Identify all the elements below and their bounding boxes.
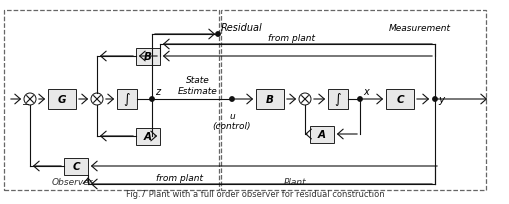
Bar (309, 126, 333, 143)
Circle shape (24, 94, 36, 105)
Text: A: A (318, 129, 325, 139)
Circle shape (91, 94, 103, 105)
Text: from plant: from plant (267, 34, 315, 43)
Text: B: B (144, 52, 152, 62)
Text: from plant: from plant (156, 173, 203, 182)
Text: C: C (395, 94, 403, 104)
Circle shape (298, 94, 310, 105)
Circle shape (230, 97, 234, 102)
Text: ∫: ∫ (124, 93, 130, 106)
Text: −: − (22, 100, 30, 110)
Text: C: C (72, 161, 79, 171)
Text: x: x (362, 86, 368, 96)
Bar (327, 90, 347, 110)
Text: Measurement: Measurement (388, 24, 450, 33)
Bar (48, 90, 76, 110)
Text: u
(control): u (control) (212, 111, 251, 131)
Bar (256, 90, 284, 110)
Text: Observer: Observer (51, 177, 93, 186)
Bar (117, 90, 137, 110)
Text: ∫: ∫ (334, 93, 341, 106)
Text: y: y (437, 94, 443, 104)
Text: Residual: Residual (220, 23, 262, 33)
Circle shape (357, 97, 361, 102)
Bar (220, 11, 485, 190)
Text: z: z (155, 86, 160, 96)
Circle shape (150, 97, 154, 102)
Text: A: A (144, 131, 152, 141)
Text: Fig.7 Plant with a full order observer for residual construction: Fig.7 Plant with a full order observer f… (125, 189, 384, 198)
Circle shape (215, 33, 220, 37)
Text: B: B (266, 94, 273, 104)
Bar (4, 11, 218, 190)
Text: G: G (58, 94, 66, 104)
Bar (136, 48, 160, 65)
Bar (136, 128, 160, 145)
Bar (385, 90, 413, 110)
Text: Plant: Plant (283, 177, 306, 186)
Text: State
Estimate: State Estimate (178, 76, 217, 95)
Bar (64, 158, 88, 175)
Circle shape (432, 97, 436, 102)
